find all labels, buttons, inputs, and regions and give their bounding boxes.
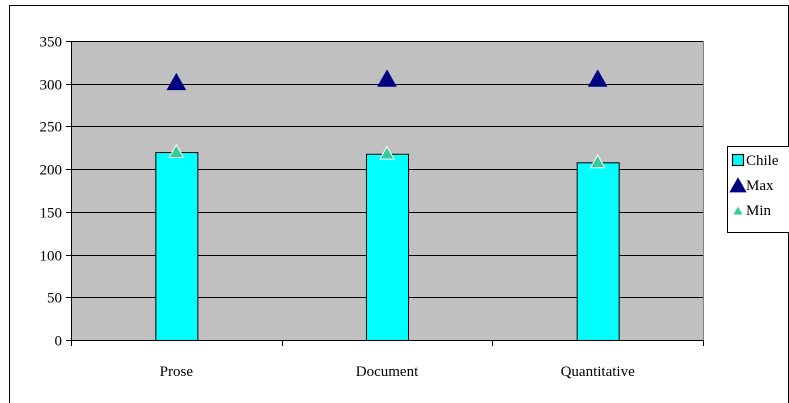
- min-marker: [378, 145, 396, 160]
- y-tick-label: 200: [40, 163, 63, 179]
- min-marker: [168, 143, 185, 158]
- legend-label-max: Max: [746, 178, 774, 194]
- y-tick-label: 150: [40, 206, 63, 222]
- y-tick-label: 250: [40, 120, 63, 136]
- legend-symbol-max: [729, 177, 747, 193]
- max-marker: [166, 72, 187, 91]
- x-tick-label: Quantitative: [561, 364, 635, 380]
- max-marker: [377, 69, 397, 87]
- y-tick-label: 350: [40, 35, 63, 51]
- bar: [366, 153, 409, 341]
- bar: [155, 152, 199, 341]
- y-tick-label: 0: [55, 334, 63, 350]
- x-tick-label: Prose: [160, 364, 194, 380]
- bar: [576, 162, 620, 341]
- legend-symbol-chile: [731, 153, 745, 167]
- min-marker: [589, 154, 606, 169]
- legend-label-chile: Chile: [746, 153, 779, 169]
- legend-label-min: Min: [746, 203, 772, 219]
- y-tick-label: 50: [47, 291, 62, 307]
- legend-symbol-min: [731, 204, 745, 216]
- max-marker: [587, 69, 608, 87]
- y-tick-label: 100: [40, 249, 63, 265]
- x-tick-label: Document: [356, 364, 419, 380]
- y-tick-label: 300: [40, 78, 63, 94]
